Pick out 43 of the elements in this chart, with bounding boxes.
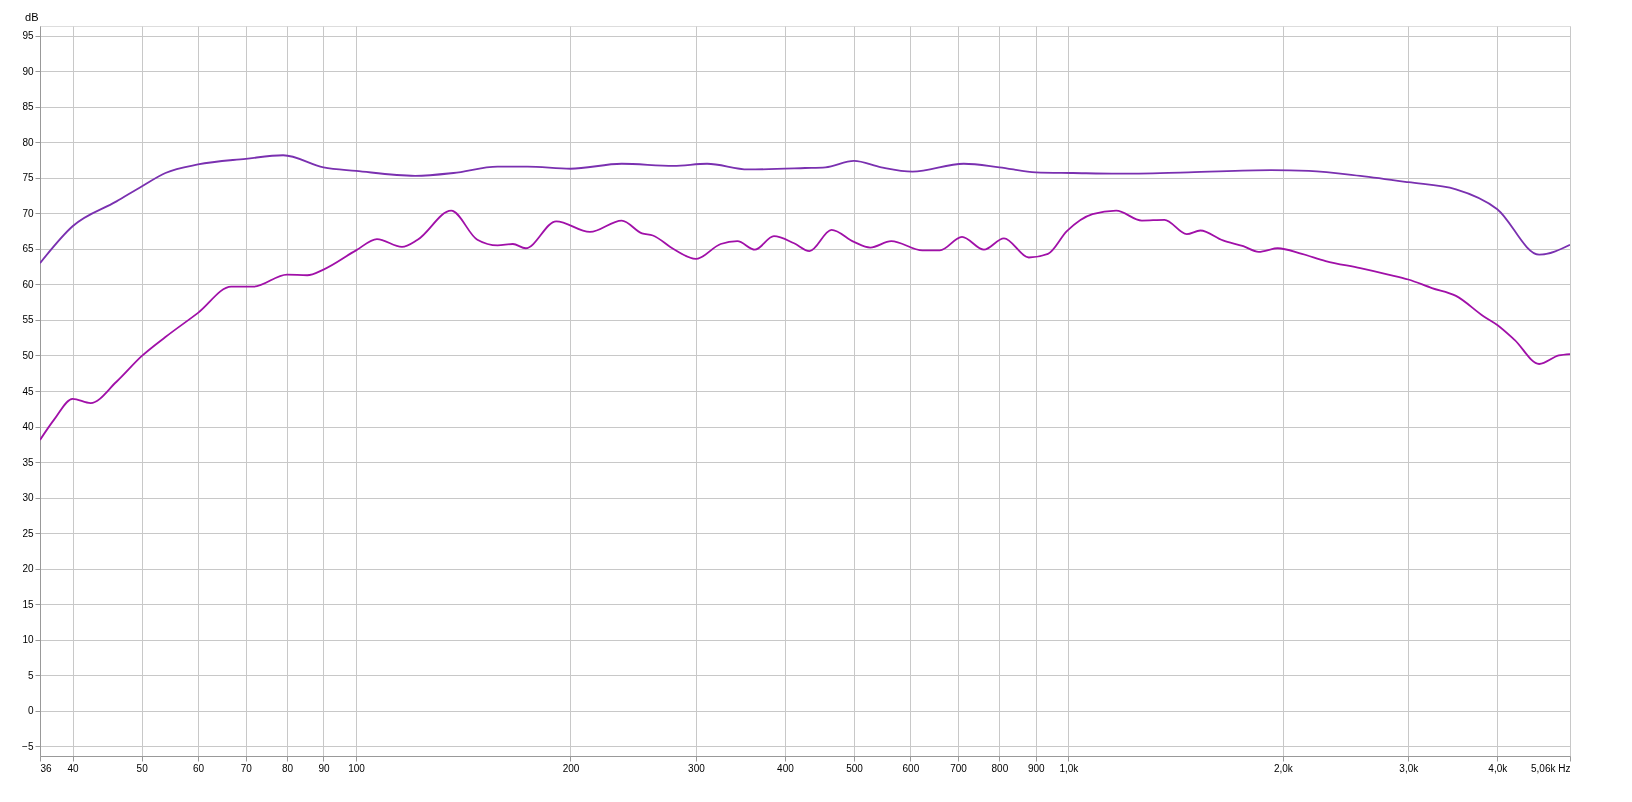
x-tick-label: 400	[777, 762, 795, 774]
x-tick-label: 36	[40, 762, 53, 774]
y-tick-label: 15	[22, 598, 34, 610]
y-tick-label: 10	[22, 634, 34, 646]
y-axis-title: dB	[25, 10, 39, 23]
x-tick-label: 800	[991, 762, 1009, 774]
x-tick-label: 600	[902, 762, 920, 774]
y-tick-label: 20	[22, 563, 34, 575]
x-tick-label: 500	[846, 762, 864, 774]
y-tick-label: 30	[22, 492, 34, 504]
y-tick-label: 5	[27, 669, 34, 681]
x-tick-label: 5,06k Hz	[1531, 762, 1571, 774]
x-tick-label: 3,0k	[1399, 762, 1420, 774]
y-tick-label: 90	[22, 65, 34, 77]
x-tick-label: 1,0k	[1059, 762, 1080, 774]
x-tick-label: 100	[348, 762, 366, 774]
x-tick-label: 80	[281, 762, 294, 774]
x-tick-label: 4,0k	[1488, 762, 1509, 774]
x-tick-label: 90	[318, 762, 330, 774]
y-tick-label: 60	[22, 278, 34, 290]
y-tick-label: 80	[22, 136, 34, 148]
y-tick-label: 45	[22, 385, 34, 397]
x-tick-label: 300	[688, 762, 706, 774]
y-tick-label: 85	[22, 101, 34, 113]
x-tick-label: 70	[240, 762, 253, 774]
y-tick-label: 25	[22, 527, 34, 539]
x-tick-label: 200	[562, 762, 580, 774]
x-tick-label: 60	[192, 762, 205, 774]
y-tick-label: 95	[22, 30, 34, 42]
y-tick-label: 65	[22, 243, 34, 255]
y-tick-label: 50	[22, 349, 34, 361]
x-tick-label: 900	[1027, 762, 1046, 774]
y-tick-label: 0	[27, 705, 34, 717]
y-tick-label: −5	[22, 740, 34, 752]
y-tick-label: 55	[22, 314, 34, 326]
y-tick-label: 70	[22, 207, 34, 219]
x-tick-label: 40	[67, 762, 80, 774]
y-tick-label: 35	[22, 456, 34, 468]
x-tick-label: 700	[950, 762, 968, 774]
y-tick-label: 40	[22, 421, 34, 433]
x-tick-label: 2,0k	[1273, 762, 1294, 774]
y-tick-label: 75	[22, 172, 34, 184]
x-tick-label: 50	[136, 762, 149, 774]
